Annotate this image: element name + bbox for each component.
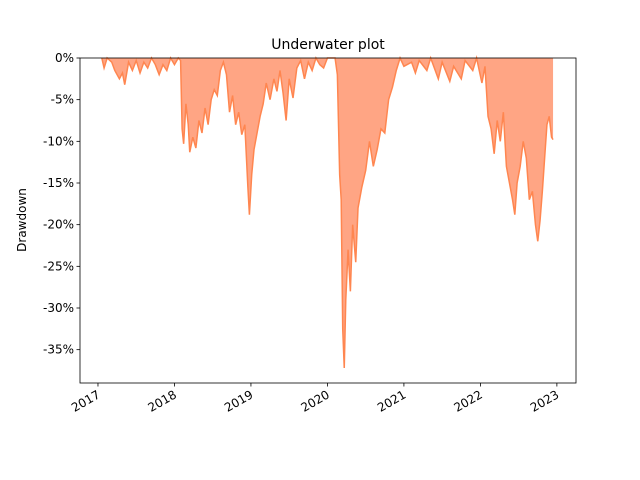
chart-title: Underwater plot bbox=[271, 37, 385, 53]
plot-frame bbox=[79, 57, 577, 384]
y-tick-label: -15% bbox=[43, 176, 74, 190]
x-tick-label: 2017 bbox=[69, 387, 102, 414]
x-tick-label: 2022 bbox=[451, 387, 484, 414]
y-tick-label: -5% bbox=[51, 93, 74, 107]
x-tick-label: 2023 bbox=[528, 387, 561, 414]
y-tick-label: -10% bbox=[43, 134, 74, 148]
y-tick-label: -20% bbox=[43, 218, 74, 232]
x-tick-label: 2018 bbox=[146, 387, 179, 414]
y-tick-label: -30% bbox=[43, 301, 74, 315]
area-line bbox=[101, 55, 554, 369]
x-tick-label: 2021 bbox=[375, 387, 408, 414]
x-tick-label: 2019 bbox=[222, 387, 255, 414]
y-tick-label: 0% bbox=[55, 51, 74, 65]
x-tick-label: 2020 bbox=[298, 387, 331, 414]
y-tick-label: -25% bbox=[43, 259, 74, 273]
y-tick-label: -35% bbox=[43, 343, 74, 357]
y-axis-label: Drawdown bbox=[15, 188, 29, 252]
area-fill bbox=[101, 58, 554, 368]
